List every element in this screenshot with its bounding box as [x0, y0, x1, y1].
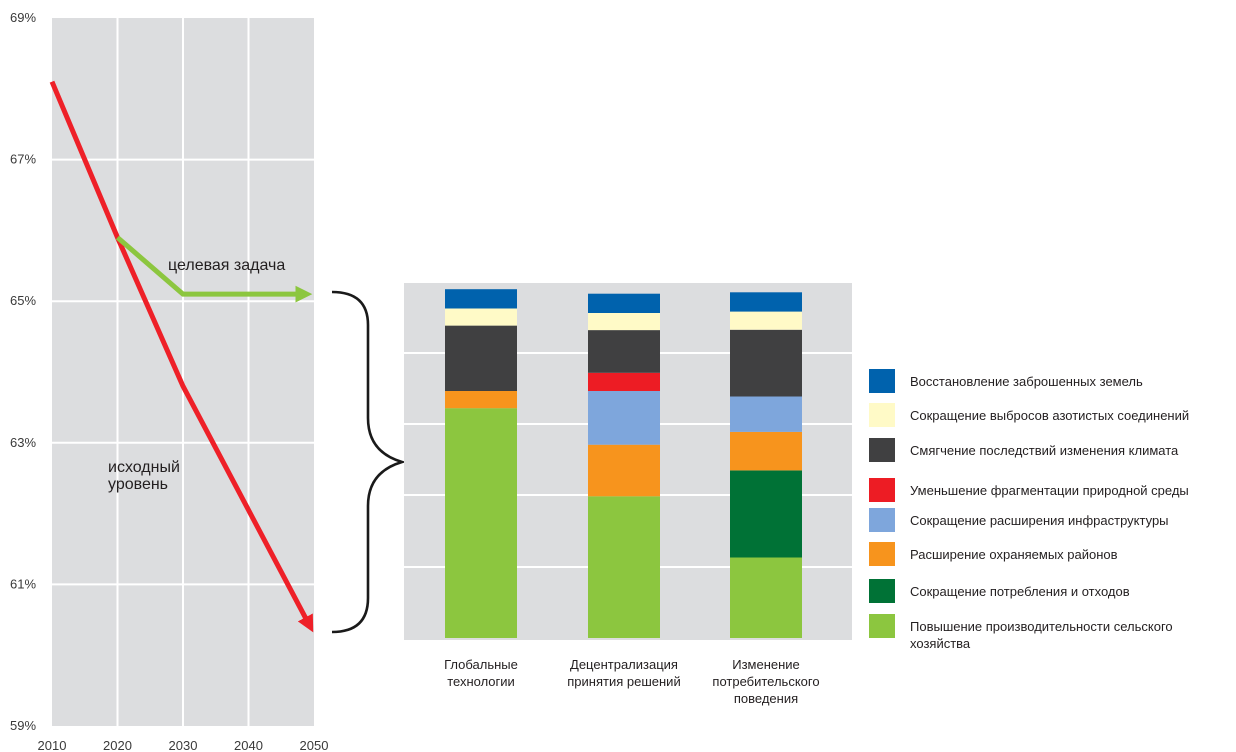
bar-segment-смягчение-последствий-изменения-климата [730, 329, 802, 397]
bar-segment-сокращение-расширения-инфраструктуры [588, 391, 660, 445]
bar-segment-повышение-производительности-сельского-хозяйства [588, 496, 660, 638]
legend-label: Смягчение последствий изменения климата [910, 443, 1179, 458]
y-tick-label: 67% [10, 152, 36, 167]
annotation-target: целевая задача [168, 257, 285, 274]
bar-segment-восстановление-заброшенных-земель [588, 293, 660, 313]
annotation-baseline: исходный уровень [108, 459, 180, 493]
bar-segment-уменьшение-фрагментации-природной-среды [588, 372, 660, 391]
bar-segment-сокращение-расширения-инфраструктуры [730, 396, 802, 432]
legend-label: Повышение производительности сельского хо… [910, 619, 1173, 651]
y-tick-label: 61% [10, 576, 36, 591]
y-tick-label: 69% [10, 10, 36, 25]
legend-swatch [869, 508, 895, 532]
legend-swatch [869, 403, 895, 427]
bar-chart-category-labels: Глобальные технологии Децентрализация приня… [444, 657, 819, 706]
legend-label: Сокращение потребления и отходов [910, 584, 1130, 599]
legend-label: Уменьшение фрагментации природной среды [910, 483, 1189, 498]
category-label: Изменение потребительского поведения [712, 657, 819, 706]
legend: Восстановление заброшенных земель Сокраще… [869, 369, 1189, 651]
legend-swatch [869, 614, 895, 638]
legend-swatch [869, 369, 895, 393]
x-tick-label: 2010 [38, 738, 67, 752]
series-line-исходный-уровень [49, 80, 314, 633]
legend-label: Восстановление заброшенных земель [910, 374, 1143, 389]
x-tick-label: 2040 [234, 738, 263, 752]
line-chart-annotations: целевая задача исходный уровень [108, 257, 285, 493]
bar-segment-сокращение-выбросов-азотистых-соединений [445, 308, 517, 326]
y-tick-label: 65% [10, 293, 36, 308]
bar-segment-сокращение-выбросов-азотистых-соединений [730, 311, 802, 330]
bar-segment-повышение-производительности-сельского-хозяйства [445, 408, 517, 638]
bar-segment-повышение-производительности-сельского-хозяйства [730, 557, 802, 638]
bar-segment-расширение-охраняемых-районов [730, 431, 802, 471]
legend-label: Сокращение выбросов азотистых соединений [910, 408, 1189, 423]
line-chart-series [49, 80, 314, 633]
legend-label: Сокращение расширения инфраструктуры [910, 513, 1169, 528]
x-tick-label: 2030 [169, 738, 198, 752]
bar-segment-смягчение-последствий-изменения-климата [445, 325, 517, 391]
bar-segment-расширение-охраняемых-районов [445, 391, 517, 409]
legend-label: Расширение охраняемых районов [910, 547, 1118, 562]
x-tick-label: 2020 [103, 738, 132, 752]
legend-swatch [869, 542, 895, 566]
bar-chart-bars [445, 289, 802, 638]
y-tick-label: 59% [10, 718, 36, 733]
series-line-целевая-задача [115, 235, 313, 303]
brace-connector [331, 290, 407, 634]
category-label: Глобальные технологии [444, 657, 518, 689]
y-tick-label: 63% [10, 435, 36, 450]
bar-segment-смягчение-последствий-изменения-климата [588, 330, 660, 373]
x-tick-label: 2050 [300, 738, 329, 752]
bar-segment-восстановление-заброшенных-земель [730, 292, 802, 312]
bar-segment-восстановление-заброшенных-земель [445, 289, 517, 309]
bar-segment-сокращение-потребления-и-отходов [730, 470, 802, 558]
line-chart-ticks: 2010 2020 2030 2040 2050 69% 67% 65% 63% 61% 59% [10, 10, 328, 752]
bar-segment-сокращение-выбросов-азотистых-соединений [588, 312, 660, 331]
legend-swatch [869, 438, 895, 462]
legend-swatch [869, 579, 895, 603]
category-label: Децентрализация принятия решений [567, 657, 680, 689]
legend-swatch [869, 478, 895, 502]
line-chart-grid [52, 18, 314, 726]
bar-segment-расширение-охраняемых-районов [588, 444, 660, 497]
